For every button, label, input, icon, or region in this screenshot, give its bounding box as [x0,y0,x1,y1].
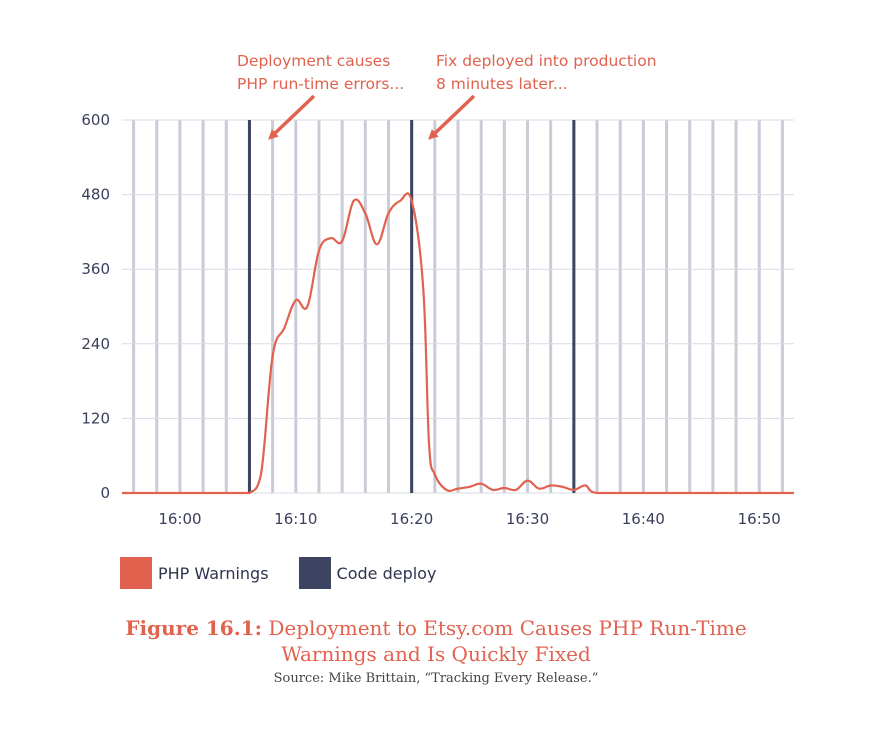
figure-caption: Figure 16.1: Deployment to Etsy.com Caus… [0,615,872,667]
y-tick-label: 480 [81,186,110,204]
y-tick-label: 0 [100,484,110,502]
vertical-gridlines [132,120,784,493]
y-tick-label: 360 [81,260,110,278]
legend-item-php-warnings: PHP Warnings [120,557,269,589]
legend-label-php-warnings: PHP Warnings [158,563,269,583]
php-warnings-swatch [120,557,152,589]
series-layer [121,192,794,495]
code-deploy-swatch [298,557,331,589]
figure-title-line1: Deployment to Etsy.com Causes PHP Run-Ti… [261,616,747,640]
y-tick-label: 240 [81,335,110,353]
x-axis: 16:00 16:10 16:20 16:30 16:40 16:50 [158,510,781,528]
annotation-text: PHP run-time errors... [237,75,404,93]
series-line-php-warnings [121,192,794,495]
legend-label-code-deploy: Code deploy [336,563,437,583]
horizontal-gridlines [122,119,794,494]
annotation-arrow [268,94,316,140]
x-tick-label: 16:00 [158,510,201,528]
annotation-text: Fix deployed into production [436,52,657,70]
annotation-text: Deployment causes [237,52,390,70]
x-tick-label: 16:10 [274,510,317,528]
x-tick-label: 16:50 [738,510,781,528]
annotation-arrow [428,94,476,140]
annotation-text: 8 minutes later... [436,75,568,93]
annotations: Deployment causes PHP run-time errors... F… [237,52,657,140]
y-axis: 0 120 240 360 480 600 [81,111,110,502]
code-deploy-lines [247,120,576,493]
figure-title-line2: Warnings and Is Quickly Fixed [281,642,591,666]
legend: PHP Warnings Code deploy [120,557,466,589]
figure-source: Source: Mike Brittain, “Tracking Every R… [273,671,599,686]
y-tick-label: 600 [81,111,110,129]
x-tick-label: 16:40 [622,510,665,528]
x-tick-label: 16:30 [506,510,549,528]
figure-label: Figure 16.1: [125,616,262,640]
x-tick-label: 16:20 [390,510,433,528]
legend-item-code-deploy: Code deploy [298,557,437,589]
y-tick-label: 120 [81,409,110,427]
